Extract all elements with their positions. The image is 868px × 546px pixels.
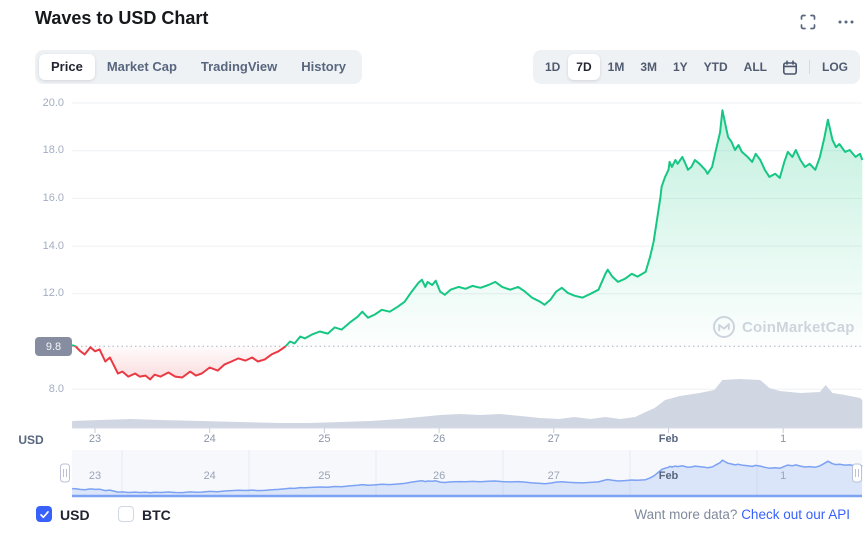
api-promo-text: Want more data? (634, 507, 738, 522)
range-1y[interactable]: 1Y (672, 60, 688, 74)
fullscreen-button[interactable] (798, 12, 818, 32)
y-axis-label: 8.0 (48, 382, 64, 395)
kebab-menu-icon (838, 20, 854, 24)
x-axis-label: 1 (780, 433, 787, 445)
date-picker-button[interactable] (775, 57, 805, 77)
calendar-icon (782, 60, 797, 75)
y-axis-label: 20.0 (42, 96, 64, 109)
range-7d[interactable]: 7D (568, 54, 600, 80)
navigator-axis-label: 1 (780, 470, 787, 482)
x-axis-label: Feb (658, 433, 679, 445)
x-axis-label: 27 (547, 433, 560, 445)
btc-checkbox-label[interactable]: BTC (142, 507, 171, 523)
x-axis-label: 25 (318, 433, 331, 445)
y-axis-label: 18.0 (42, 144, 64, 157)
range-1d[interactable]: 1D (544, 60, 561, 74)
navigator[interactable] (0, 450, 868, 499)
axis-unit-label: USD (18, 433, 44, 447)
coinmarketcap-logo-icon (713, 316, 735, 338)
tab-history[interactable]: History (301, 59, 347, 74)
y-axis-label: 16.0 (42, 191, 64, 204)
navigator-axis-label: 27 (547, 470, 560, 482)
api-link[interactable]: Check out our API (741, 507, 850, 522)
fullscreen-icon (800, 14, 816, 30)
x-axis-label: 23 (88, 433, 102, 445)
open-price-badge: 9.8 (35, 337, 72, 356)
navigator-axis-label: 23 (88, 470, 102, 482)
api-promo: Want more data? Check out our API (634, 507, 850, 522)
x-axis-label: 24 (203, 433, 216, 445)
more-options-button[interactable] (836, 12, 856, 32)
tab-tradingview[interactable]: TradingView (200, 59, 278, 74)
range-all[interactable]: ALL (743, 60, 767, 74)
navigator-axis-label: 26 (432, 470, 446, 482)
divider (809, 60, 810, 74)
range-ytd[interactable]: YTD (703, 60, 728, 74)
navigator-right-handle[interactable] (852, 463, 862, 483)
btc-checkbox[interactable] (118, 506, 134, 522)
main-price-chart[interactable] (0, 88, 868, 450)
navigator-axis-label: 25 (318, 470, 331, 482)
log-scale-toggle[interactable]: LOG (822, 60, 848, 74)
navigator-axis-label: 24 (203, 470, 216, 482)
navigator-axis-label: Feb (658, 470, 679, 482)
usd-checkbox[interactable] (36, 506, 52, 522)
y-axis-label: 12.0 (42, 287, 64, 300)
usd-checkbox-label[interactable]: USD (60, 507, 90, 523)
chart-type-tabs: Price Market Cap TradingView History (35, 50, 363, 84)
checkmark-icon (39, 510, 49, 518)
coinmarketcap-watermark: CoinMarketCap (712, 315, 855, 339)
range-1m[interactable]: 1M (607, 60, 625, 74)
tab-market-cap[interactable]: Market Cap (106, 59, 177, 74)
x-axis-label: 26 (432, 433, 446, 445)
tab-price[interactable]: Price (39, 54, 95, 80)
time-range-selector: 1D 7D 1M 3M 1Y YTD ALL LOG (532, 50, 860, 84)
y-axis-label: 14.0 (42, 239, 64, 252)
navigator-left-handle[interactable] (60, 463, 70, 483)
page-title: Waves to USD Chart (35, 8, 209, 28)
range-3m[interactable]: 3M (640, 60, 657, 74)
